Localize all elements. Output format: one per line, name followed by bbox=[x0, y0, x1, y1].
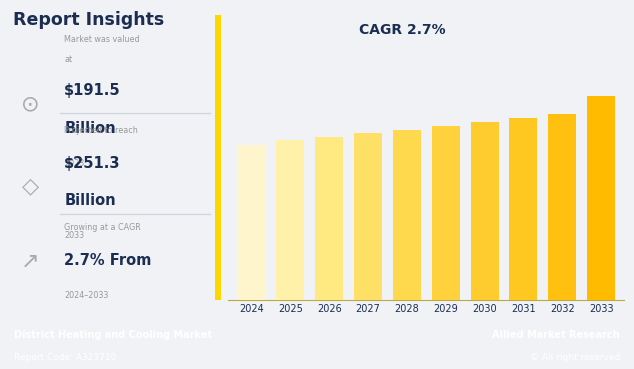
Text: Growing at a CAGR: Growing at a CAGR bbox=[64, 223, 141, 232]
Text: Billion: Billion bbox=[64, 193, 116, 208]
Bar bbox=[215, 15, 221, 300]
Bar bbox=[315, 137, 343, 300]
Bar bbox=[510, 118, 538, 300]
Text: ↗: ↗ bbox=[21, 252, 39, 272]
Bar bbox=[587, 96, 615, 300]
Text: 2024–2033: 2024–2033 bbox=[64, 291, 108, 300]
Text: ⊙: ⊙ bbox=[21, 94, 39, 114]
Text: $251.3: $251.3 bbox=[64, 156, 121, 170]
Bar bbox=[393, 130, 421, 300]
Bar bbox=[432, 126, 460, 300]
Text: 2023: 2023 bbox=[64, 159, 84, 168]
Bar bbox=[354, 133, 382, 300]
Text: Allied Market Research: Allied Market Research bbox=[493, 330, 620, 340]
Text: Report Code: A323710: Report Code: A323710 bbox=[14, 353, 116, 362]
Text: CAGR 2.7%: CAGR 2.7% bbox=[359, 23, 446, 37]
Text: Projected to reach: Projected to reach bbox=[64, 126, 138, 135]
Text: © All right reserved: © All right reserved bbox=[529, 353, 620, 362]
Text: $191.5: $191.5 bbox=[64, 83, 121, 98]
Text: 2.7% From: 2.7% From bbox=[64, 253, 152, 268]
Text: District Heating and Cooling Market: District Heating and Cooling Market bbox=[14, 330, 212, 340]
Text: at: at bbox=[64, 55, 72, 64]
Text: Billion: Billion bbox=[64, 121, 116, 136]
Text: 2033: 2033 bbox=[64, 231, 84, 240]
Text: Report Insights: Report Insights bbox=[13, 11, 164, 29]
Text: Market was valued: Market was valued bbox=[64, 35, 140, 44]
Text: ◇: ◇ bbox=[22, 176, 39, 196]
Bar bbox=[548, 114, 576, 300]
Bar bbox=[238, 145, 266, 300]
Bar bbox=[276, 140, 304, 300]
Bar bbox=[470, 122, 498, 300]
